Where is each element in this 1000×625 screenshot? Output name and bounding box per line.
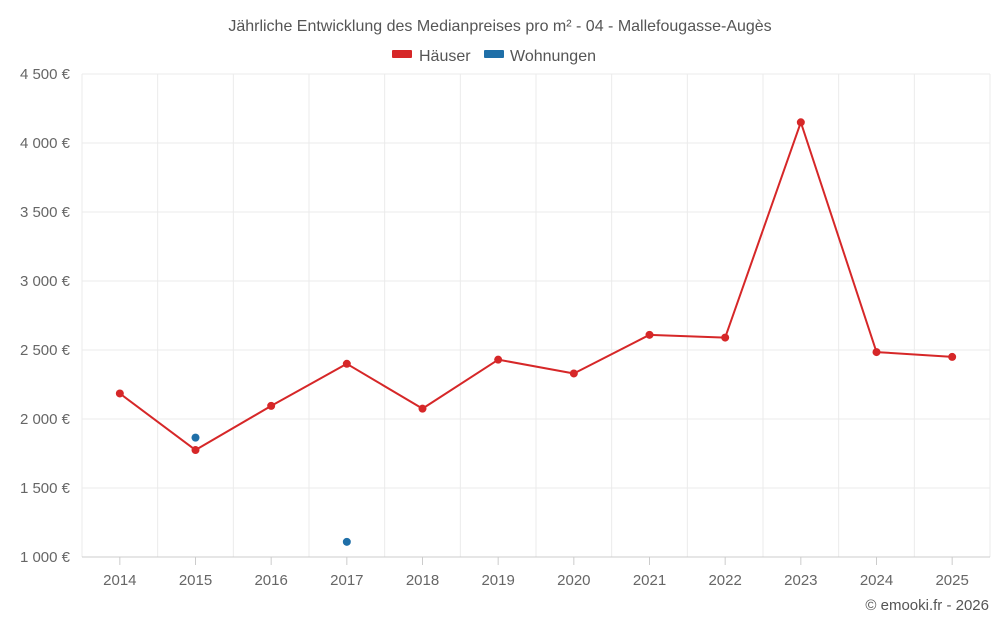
x-tick-label: 2017: [330, 572, 363, 589]
series-line-segment: [118, 392, 197, 452]
data-point-haeuser[interactable]: [191, 446, 200, 455]
y-axis-ticks: 1 000 € 1 500 € 2 000 € 2 500 € 3 000 € 3 500…: [20, 66, 71, 566]
x-tick-label: 2018: [406, 572, 439, 589]
y-tick-label: 2 000 €: [20, 411, 71, 428]
series-line-segment: [194, 404, 273, 452]
series-line-segment: [875, 351, 954, 358]
y-tick-label: 3 500 €: [20, 204, 71, 221]
x-tick-label: 2021: [633, 572, 666, 589]
y-tick-label: 1 000 €: [20, 549, 71, 566]
series-haeuser: [115, 118, 957, 455]
data-point-haeuser[interactable]: [494, 355, 503, 364]
series-line-segment: [648, 333, 727, 339]
x-axis-ticks: 2014 2015 2016 2017 2018 2019 2020 2021 2022 2023…: [103, 557, 969, 589]
x-tick-label: 2020: [557, 572, 590, 589]
series-line-segment: [572, 333, 651, 375]
data-point-haeuser[interactable]: [796, 118, 805, 127]
data-point-haeuser[interactable]: [872, 348, 881, 357]
series-line-segment: [421, 358, 500, 410]
legend-label-wohnungen: Wohnungen: [510, 48, 596, 65]
y-tick-label: 4 000 €: [20, 135, 71, 152]
x-tick-label: 2019: [481, 572, 514, 589]
series-wohnungen: [191, 433, 351, 546]
data-point-haeuser[interactable]: [948, 352, 957, 361]
legend-label-haeuser: Häuser: [419, 48, 471, 65]
series-line-segment: [345, 362, 424, 410]
data-point-haeuser[interactable]: [267, 401, 276, 410]
data-point-wohnungen[interactable]: [191, 433, 200, 442]
x-tick-label: 2022: [708, 572, 741, 589]
x-tick-label: 2024: [860, 572, 893, 589]
data-point-wohnungen[interactable]: [342, 537, 351, 546]
data-point-haeuser[interactable]: [115, 389, 124, 398]
credit-text: © emooki.fr - 2026: [865, 597, 989, 614]
data-point-haeuser[interactable]: [342, 359, 351, 368]
x-tick-label: 2016: [254, 572, 287, 589]
data-point-haeuser[interactable]: [645, 330, 654, 339]
grid: [81, 73, 991, 558]
legend-swatch-wohnungen: [484, 50, 504, 58]
data-point-haeuser[interactable]: [418, 404, 427, 413]
data-point-haeuser[interactable]: [569, 369, 578, 378]
legend-swatch-haeuser: [392, 50, 412, 58]
series-line-segment: [497, 358, 575, 375]
series-line-segment: [724, 121, 802, 339]
x-tick-label: 2014: [103, 572, 136, 589]
y-tick-label: 4 500 €: [20, 66, 71, 83]
x-tick-label: 2025: [935, 572, 968, 589]
y-tick-label: 1 500 €: [20, 480, 71, 497]
series-line-segment: [799, 121, 878, 354]
legend-item-haeuser[interactable]: Häuser: [392, 48, 471, 65]
legend-item-wohnungen[interactable]: Wohnungen: [484, 48, 596, 65]
data-point-haeuser[interactable]: [721, 333, 730, 342]
x-tick-label: 2023: [784, 572, 817, 589]
y-tick-label: 2 500 €: [20, 342, 71, 359]
y-tick-label: 3 000 €: [20, 273, 71, 290]
chart-title: Jährliche Entwicklung des Medianpreises …: [228, 18, 771, 35]
x-tick-label: 2015: [179, 572, 212, 589]
series: [115, 118, 957, 546]
series-line-segment: [270, 362, 348, 407]
legend: Häuser Wohnungen: [392, 48, 596, 65]
